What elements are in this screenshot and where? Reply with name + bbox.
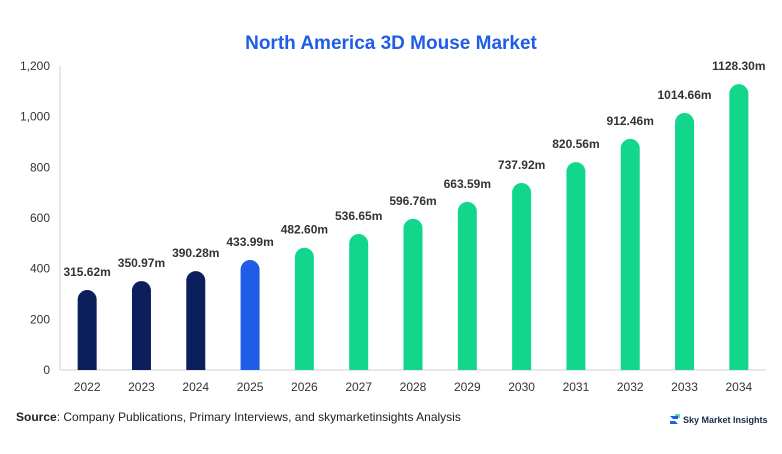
x-tick-label-2023: 2023 — [128, 380, 155, 394]
x-axis-ticks: 2022 2023 2024 2025 2026 2027 2028 2029 2030 2031… — [74, 380, 753, 394]
x-tick-label-2022: 2022 — [74, 380, 101, 394]
y-tick-label: 800 — [30, 160, 50, 174]
bar-2030 — [512, 183, 532, 370]
bar-2032 — [620, 138, 640, 370]
sky-market-insights-logo-icon — [670, 414, 680, 424]
x-tick-label-2032: 2032 — [617, 380, 644, 394]
y-tick-label: 0 — [43, 363, 50, 377]
x-tick-label-2029: 2029 — [454, 380, 481, 394]
data-label-2026: 482.60m — [281, 223, 328, 237]
data-label-2025: 433.99m — [226, 235, 273, 249]
data-label-2030: 737.92m — [498, 158, 545, 172]
data-labels: 315.62m 350.97m 390.28m 433.99m 482.60m 536.6… — [63, 59, 765, 279]
data-label-2029: 663.59m — [444, 177, 491, 191]
data-label-2033: 1014.66m — [658, 88, 712, 102]
bar-2029 — [457, 201, 477, 370]
x-tick-label-2027: 2027 — [345, 380, 372, 394]
data-label-2031: 820.56m — [552, 137, 599, 151]
bar-2027 — [349, 234, 369, 370]
bar-2028 — [403, 218, 423, 370]
data-label-2028: 596.76m — [389, 194, 436, 208]
x-tick-label-2033: 2033 — [671, 380, 698, 394]
source-note: Source: Company Publications, Primary In… — [16, 410, 461, 424]
x-tick-label-2025: 2025 — [237, 380, 264, 394]
y-tick-label: 600 — [30, 211, 50, 225]
chart-title: North America 3D Mouse Market — [245, 33, 537, 54]
bars — [77, 84, 749, 370]
x-tick-label-2024: 2024 — [182, 380, 209, 394]
data-label-2027: 536.65m — [335, 209, 382, 223]
y-tick-label: 400 — [30, 262, 50, 276]
x-tick-label-2031: 2031 — [563, 380, 590, 394]
x-tick-label-2026: 2026 — [291, 380, 318, 394]
data-label-2032: 912.46m — [607, 114, 654, 128]
x-tick-label-2034: 2034 — [725, 380, 752, 394]
y-tick-label: 1,200 — [20, 59, 50, 73]
bar-2024 — [186, 271, 206, 370]
bar-2022 — [77, 290, 97, 370]
data-label-2023: 350.97m — [118, 256, 165, 270]
bar-2034 — [729, 84, 749, 370]
bar-2023 — [131, 281, 151, 370]
bar-2026 — [294, 247, 314, 370]
x-tick-label-2028: 2028 — [400, 380, 427, 394]
y-tick-label: 1,000 — [20, 110, 50, 124]
bar-2033 — [675, 112, 695, 370]
y-tick-label: 200 — [30, 312, 50, 326]
x-tick-label-2030: 2030 — [508, 380, 535, 394]
brand-name: Sky Market Insights — [683, 415, 768, 425]
brand: Sky Market Insights — [668, 414, 768, 426]
y-axis-ticks: 0 200 400 600 800 1,000 1,200 — [20, 59, 50, 377]
data-label-2024: 390.28m — [172, 246, 219, 260]
bar-2025 — [240, 260, 260, 370]
source-label: Source — [16, 410, 57, 424]
source-text: : Company Publications, Primary Intervie… — [56, 410, 461, 424]
bar-2031 — [566, 162, 586, 370]
data-label-2034: 1128.30m — [712, 59, 765, 73]
data-label-2022: 315.62m — [63, 265, 110, 279]
